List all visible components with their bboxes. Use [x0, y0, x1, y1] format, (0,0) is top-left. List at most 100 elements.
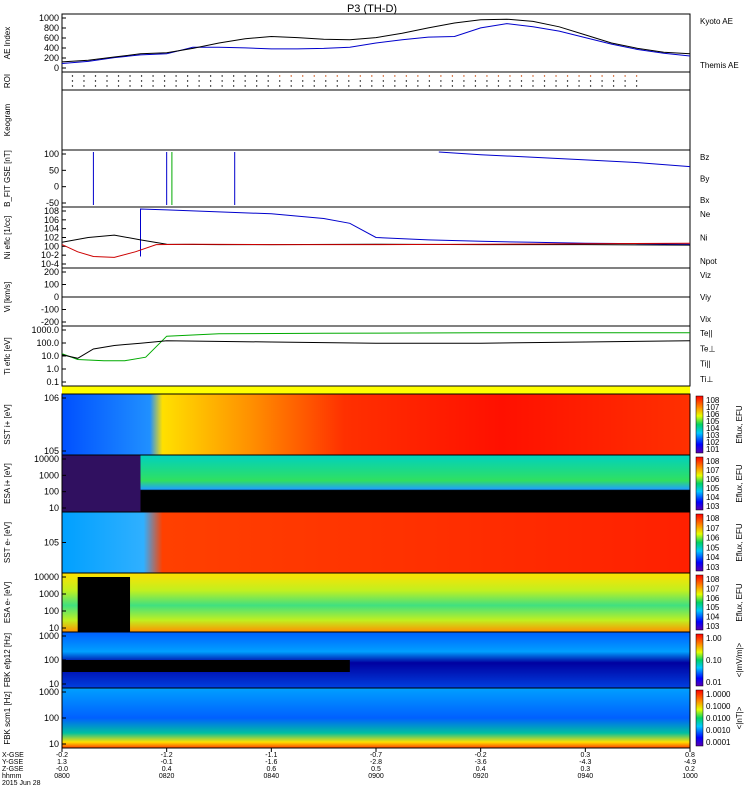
- xaxis-tick-label: 0.5: [371, 766, 381, 773]
- fbk2-ylabel: FBK scm1 [Hz]: [3, 691, 12, 744]
- bfit-ytick: -50: [46, 198, 59, 208]
- roi-dot: [313, 75, 315, 77]
- roi-dot: [624, 80, 626, 82]
- roi-dot: [279, 80, 281, 82]
- esa1-colorbar-label: Eflux, EFU: [735, 464, 744, 502]
- sst2-colorbar: [695, 513, 704, 572]
- roi-dot: [359, 80, 361, 82]
- roi-dot: [94, 80, 97, 82]
- esa1-colorbar-tick: 107: [706, 466, 720, 475]
- esa1-ytick: 100: [44, 487, 59, 497]
- roi-dot: [163, 80, 166, 82]
- fbk2-colorbar-tick: 0.0100: [706, 714, 731, 723]
- roi-dot: [244, 80, 246, 82]
- roi-dot: [509, 85, 511, 87]
- roi-dot: [440, 85, 442, 87]
- sst2-ytick: 105: [44, 538, 59, 548]
- roi-dot: [209, 85, 212, 87]
- ni-ytick: 100: [44, 241, 59, 251]
- ni-ytick: 10-2: [41, 250, 59, 260]
- fbk1-colorbar-tick: 0.01: [706, 678, 722, 687]
- roi-dot: [117, 80, 120, 82]
- roi-dot: [232, 85, 235, 87]
- roi-dot: [474, 85, 477, 87]
- roi-dot: [336, 85, 338, 87]
- sst1-colorbar-tick: 107: [706, 403, 720, 412]
- roi-dot: [302, 85, 304, 87]
- ae-ylabel: AE Index: [3, 27, 12, 59]
- roi-dot: [83, 80, 85, 82]
- roi-dot: [232, 75, 235, 77]
- roi-dot: [244, 85, 246, 87]
- roi-dot: [532, 75, 534, 77]
- sst1-ytick: 105: [44, 446, 59, 456]
- esa1-ytick: 10: [49, 503, 59, 513]
- roi-dot: [71, 75, 74, 77]
- roi-dot: [359, 85, 361, 87]
- vi-ytick: -200: [41, 317, 59, 327]
- roi-dot: [382, 80, 385, 82]
- roi-dot: [140, 80, 143, 82]
- roi-dot: [198, 80, 200, 82]
- sst2-colorbar-tick: 105: [706, 543, 720, 552]
- roi-dot: [152, 85, 154, 87]
- xaxis-tick-label: 1.3: [57, 759, 67, 766]
- roi-dot: [267, 75, 269, 77]
- roi-dot: [589, 85, 592, 87]
- bfit-legend-entry: By: [700, 175, 709, 184]
- roi-dot: [186, 80, 189, 82]
- xaxis-tick-label: -0.2: [56, 752, 68, 759]
- roi-dot: [428, 75, 431, 77]
- xaxis-tick-label: 0.3: [580, 752, 590, 759]
- bfit-ylabel: B_FIT GSE [nT]: [3, 150, 12, 207]
- roi-dot: [255, 85, 258, 87]
- ae-ytick: 1000: [39, 13, 59, 23]
- roi-dot: [279, 85, 281, 87]
- roi-dot: [94, 85, 97, 87]
- roi-dot: [589, 80, 592, 82]
- xaxis-tick-label: 0.8: [685, 752, 695, 759]
- roi-dot: [394, 85, 396, 87]
- date-label: 2015 Jun 28: [2, 780, 41, 787]
- ni-ytick: 102: [44, 233, 59, 243]
- roi-dot: [302, 80, 304, 82]
- sst2-colorbar-tick: 107: [706, 524, 720, 533]
- roi-dot: [578, 80, 580, 82]
- esa2-ytick: 100: [44, 606, 59, 616]
- esa1-colorbar-tick: 104: [706, 493, 720, 502]
- esa2-spectrogram: [62, 573, 690, 632]
- esa1-colorbar-tick: 103: [706, 502, 720, 511]
- tt-legend-entry: Ti||: [700, 360, 711, 369]
- sst1-colorbar-tick: 104: [706, 424, 720, 433]
- panel-vi: Vi [km/s] 200 100 0 -100 -200 Viz Viy Vix: [3, 267, 711, 327]
- tt-ytick: 10.0: [41, 351, 59, 361]
- tt-ytick: 0.1: [46, 377, 59, 387]
- roi-dot: [325, 75, 327, 77]
- roi-dot: [336, 75, 338, 77]
- roi-dot: [83, 85, 85, 87]
- xaxis-row-label: Z-GSE: [2, 766, 24, 773]
- roi-dot: [290, 85, 292, 87]
- ni-series-npot: [140, 208, 691, 257]
- ae-ytick: 0: [54, 63, 59, 73]
- vi-ytick: -100: [41, 305, 59, 315]
- roi-dot: [578, 75, 580, 77]
- roi-dot: [612, 85, 615, 87]
- esa2-colorbar-tick: 107: [706, 584, 720, 593]
- roi-dot: [474, 80, 477, 82]
- sst2-spectrogram: [62, 512, 690, 573]
- bfit-legend-entry: Bx: [700, 196, 709, 205]
- roi-dot: [198, 75, 200, 77]
- tt-ytick: 1.0: [46, 364, 59, 374]
- roi-dot: [117, 85, 120, 87]
- roi-dot: [417, 75, 419, 77]
- bfit-frame: [61, 149, 691, 208]
- roi-dot: [497, 80, 500, 82]
- bfit-ytick: 50: [49, 165, 59, 175]
- roi-dot: [612, 75, 615, 77]
- sst1-colorbar-tick: 106: [706, 410, 720, 419]
- panel-roi: ROI: [3, 71, 691, 91]
- roi-dot: [198, 85, 200, 87]
